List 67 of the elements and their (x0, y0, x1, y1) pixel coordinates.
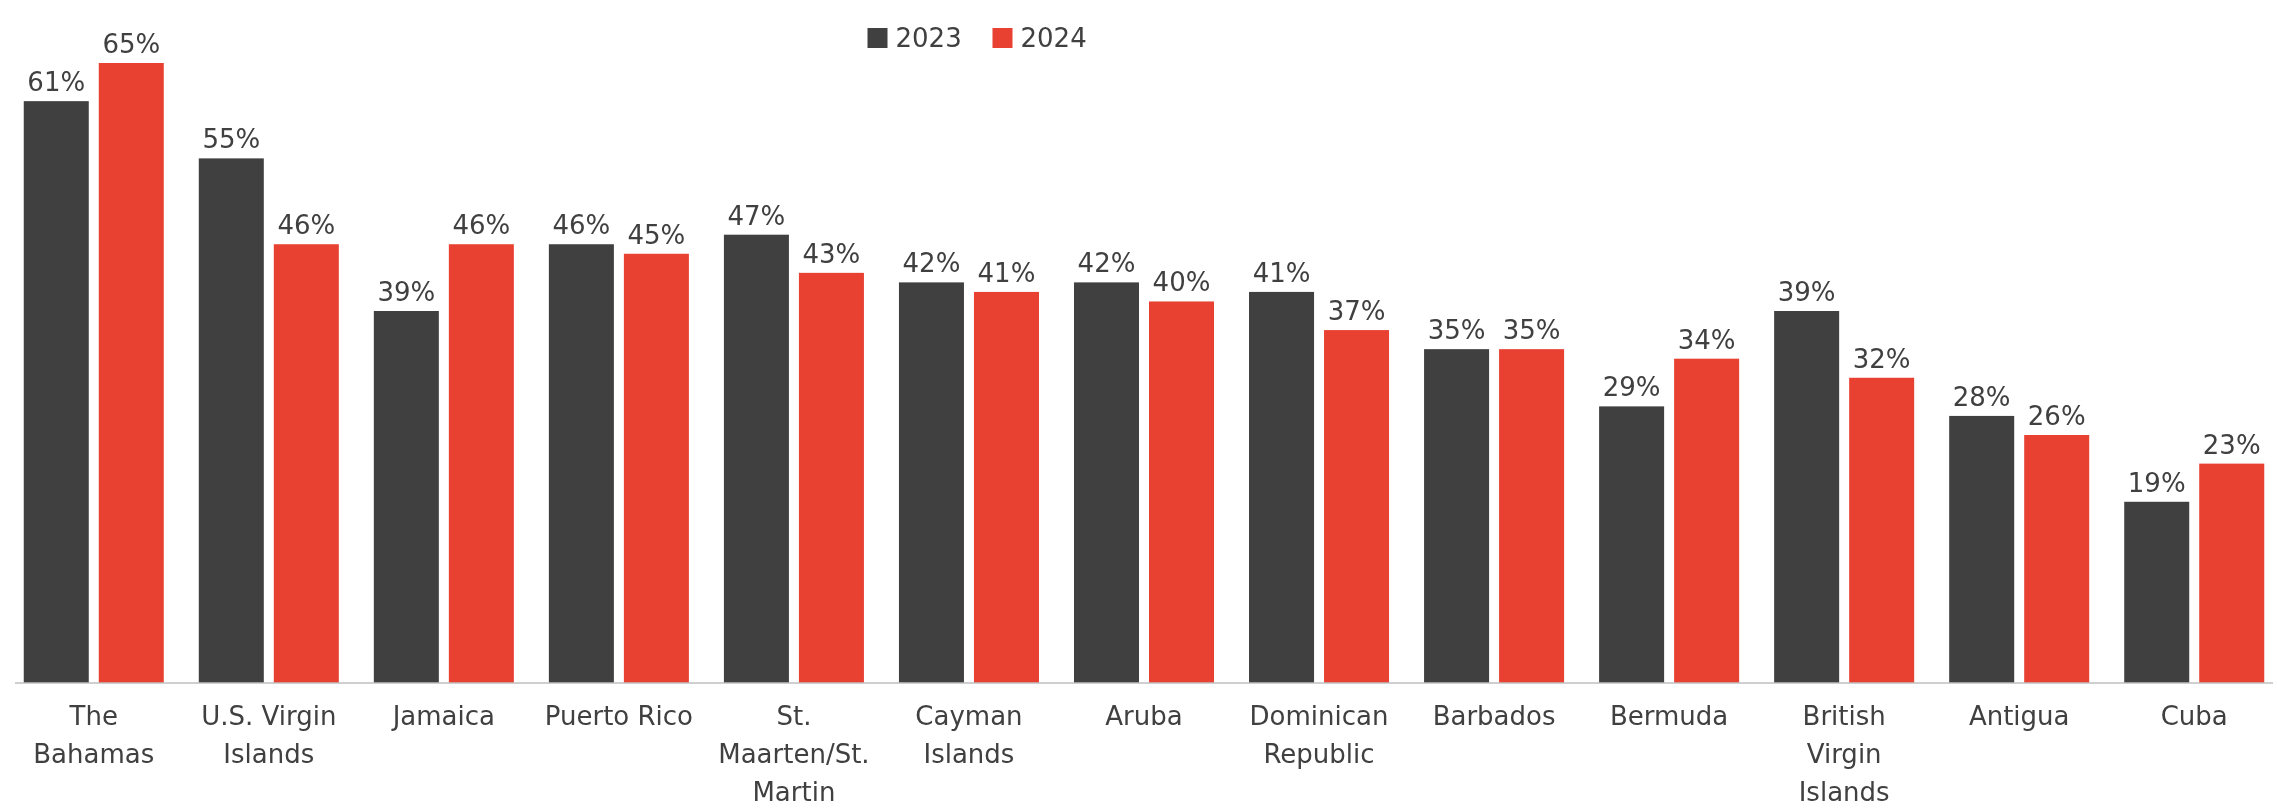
data-label: 65% (102, 29, 161, 59)
bar (1424, 349, 1490, 683)
bar (23, 101, 89, 683)
legend-label: 2024 (1020, 23, 1087, 53)
data-label: 29% (1602, 372, 1661, 403)
data-label: 26% (2027, 401, 2086, 431)
bar (1599, 406, 1665, 683)
bar (1949, 415, 2015, 683)
x-tick-label: Cayman Islands (915, 701, 1023, 769)
data-label: 34% (1677, 324, 1736, 355)
x-tick-label: Jamaica (390, 701, 495, 731)
x-tick-label: Cuba (2160, 701, 2228, 731)
data-label: 28% (1952, 381, 2011, 412)
bar (98, 63, 164, 683)
bar (1774, 311, 1840, 683)
data-label: 41% (1252, 257, 1311, 288)
bar (898, 282, 964, 683)
data-label: 40% (1152, 267, 1211, 298)
bar (273, 244, 339, 683)
x-tick-label: St. Maarten/St. Martin (718, 701, 870, 807)
legend-label: 2023 (895, 23, 962, 53)
bar (623, 253, 689, 683)
bar (2124, 501, 2190, 683)
data-label: 46% (552, 210, 611, 241)
bar (373, 311, 439, 683)
bar (1073, 282, 1139, 683)
bar (798, 272, 864, 683)
data-label: 46% (277, 210, 336, 241)
data-label: 19% (2127, 467, 2186, 498)
bar (1674, 358, 1740, 683)
bar (973, 291, 1039, 683)
data-label: 42% (1077, 248, 1136, 279)
x-tick-label: Bermuda (1609, 701, 1729, 731)
x-tick-label: U.S. Virgin Islands (201, 701, 337, 769)
data-label: 23% (2202, 429, 2261, 460)
x-tick-label: Puerto Rico (544, 701, 694, 731)
x-tick-label: Aruba (1105, 701, 1183, 731)
x-tick-label: Antigua (1968, 701, 2070, 731)
bar (198, 158, 264, 683)
data-label: 42% (902, 248, 961, 279)
data-label: 41% (977, 257, 1036, 288)
x-tick-label: British Virgin Islands (1798, 701, 1890, 807)
data-label: 45% (627, 219, 686, 250)
bar (548, 244, 614, 683)
data-label: 55% (202, 124, 261, 155)
x-tick-label: The Bahamas (33, 701, 155, 769)
bar (448, 244, 514, 683)
x-tick-label: Dominican Republic (1249, 701, 1389, 769)
data-label: 35% (1502, 315, 1561, 346)
data-label: 61% (27, 67, 86, 98)
data-label: 47% (727, 200, 786, 231)
bar (1499, 349, 1565, 683)
data-label: 46% (452, 210, 511, 241)
bar (2024, 435, 2090, 683)
bar (1849, 377, 1915, 683)
bar (2199, 463, 2265, 683)
bar (723, 234, 789, 683)
bar (1149, 301, 1215, 683)
data-label: 43% (802, 238, 861, 269)
x-tick-label: Barbados (1432, 701, 1556, 731)
data-label: 39% (1777, 277, 1836, 307)
bar (1249, 291, 1315, 683)
data-label: 39% (377, 277, 436, 307)
data-label: 32% (1852, 343, 1911, 374)
data-label: 35% (1427, 315, 1486, 346)
bar (1324, 330, 1390, 683)
data-label: 37% (1327, 296, 1386, 327)
